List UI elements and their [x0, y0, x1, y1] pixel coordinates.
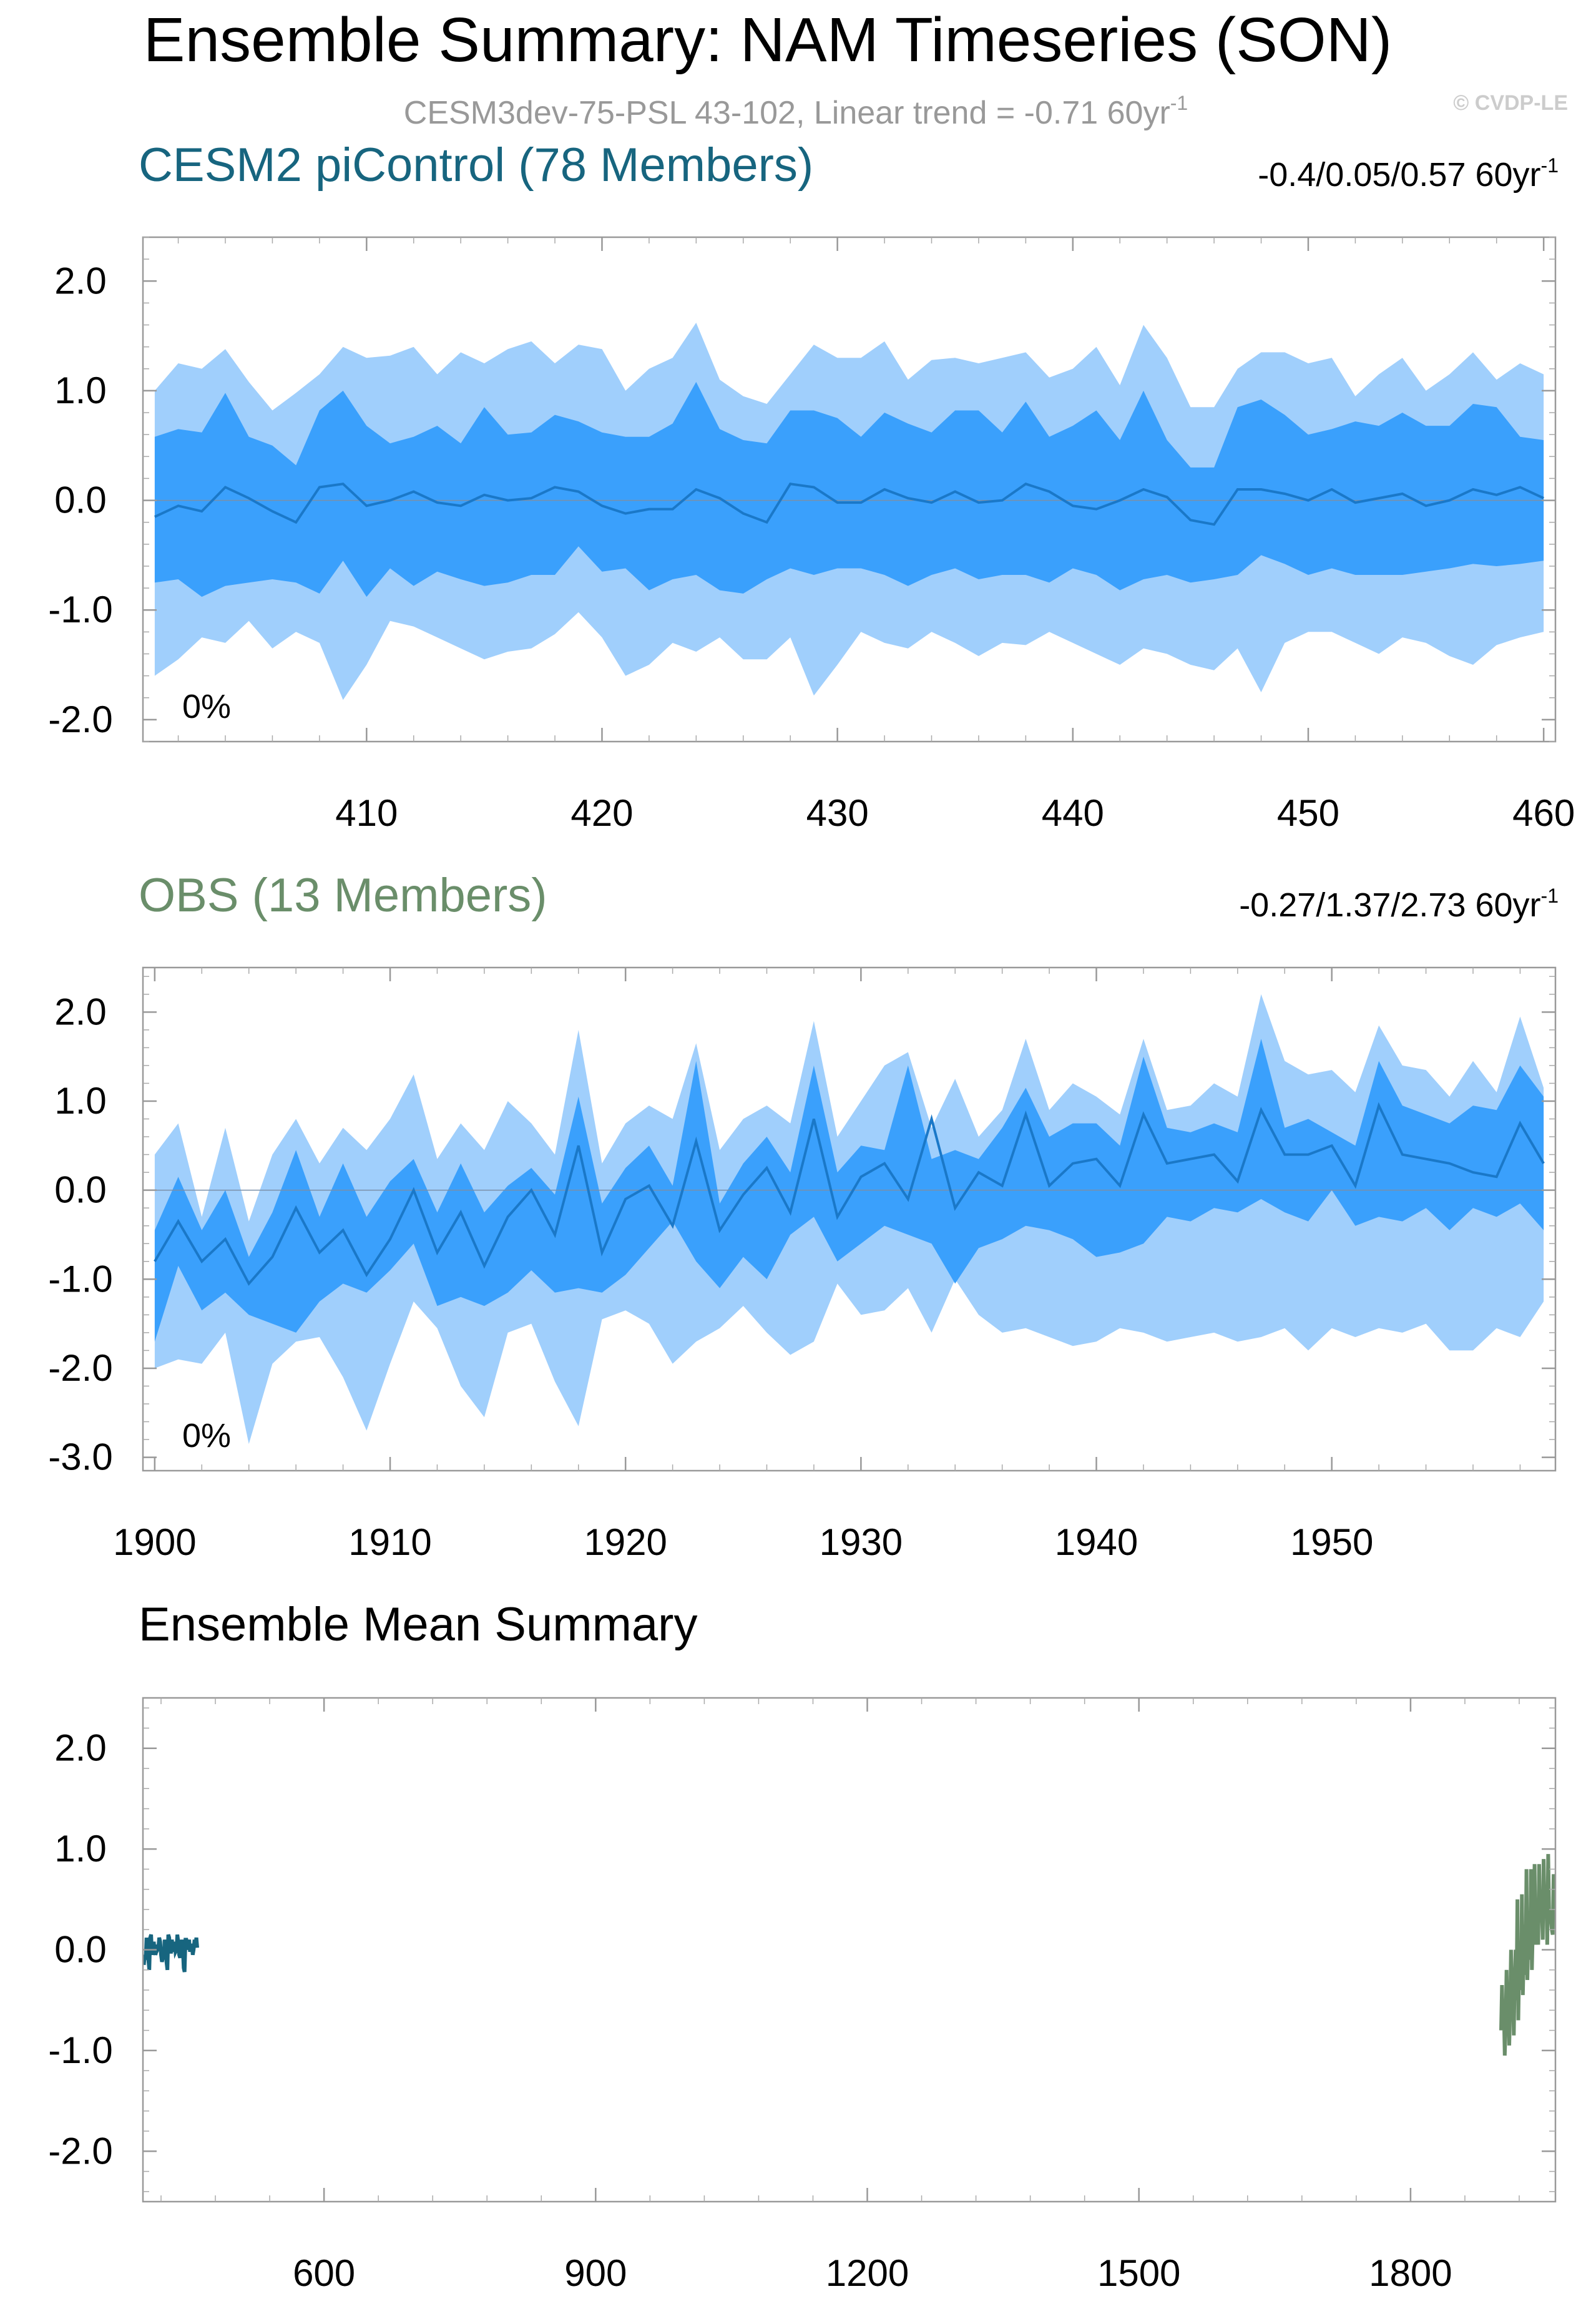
- obs-ytick-label: -3.0: [48, 1436, 112, 1478]
- picontrol-ytick-label: -2.0: [48, 699, 112, 740]
- ensemble-mean-ytick-label: 2.0: [54, 1727, 106, 1769]
- obs-xtick-label: 1920: [584, 1521, 667, 1563]
- picontrol-panel: 2.0 1.0 0.0 -1.0 -2.0 410 420 430 440 450 460 CESM2…: [48, 139, 1575, 834]
- obs-xtick-label: 1930: [820, 1521, 903, 1563]
- obs-plot-area: [143, 994, 1555, 1444]
- ensemble-mean-xtick-label: 900: [564, 2252, 627, 2294]
- picontrol-ytick-label: 0.0: [54, 479, 106, 521]
- obs-ytick-label: -2.0: [48, 1347, 112, 1389]
- obs-ytick-label: -1.0: [48, 1258, 112, 1300]
- picontrol-xtick-label: 440: [1042, 792, 1104, 834]
- picontrol-xtick-label: 450: [1277, 792, 1339, 834]
- picontrol-xtick-label: 410: [335, 792, 398, 834]
- ensemble-mean-panel: 2.0 1.0 0.0 -1.0 -2.0 600 900 1200 1500 1800 Ensem…: [48, 1598, 1557, 2294]
- ensemble-mean-ytick-label: 0.0: [54, 1929, 106, 1971]
- obs-trend-label: -0.27/1.37/2.73 60yr-1: [1239, 885, 1559, 924]
- picontrol-trend-text: -0.4/0.05/0.57 60yr: [1258, 156, 1540, 194]
- picontrol-inner-band: [154, 381, 1544, 597]
- picontrol-xtick-label: 420: [570, 792, 633, 834]
- obs-xtick-label: 1900: [113, 1521, 196, 1563]
- ensemble-mean-ytick-label: 1.0: [54, 1828, 106, 1870]
- main-title: Ensemble Summary: NAM Timeseries (SON): [144, 5, 1392, 75]
- subtitle-text: CESM3dev-75-PSL 43-102, Linear trend = -…: [404, 95, 1170, 131]
- obs-panel: 2.0 1.0 0.0 -1.0 -2.0 -3.0 1900 1910 1920 1930 194…: [48, 869, 1559, 1563]
- picontrol-xtick-label: 430: [806, 792, 869, 834]
- watermark: © CVDP-LE: [1453, 91, 1568, 115]
- picontrol-annotation: 0%: [182, 688, 231, 725]
- picontrol-title: CESM2 piControl (78 Members): [139, 139, 813, 192]
- obs-mean-line: [154, 1102, 1545, 1286]
- obs-ytick-label: 1.0: [54, 1080, 106, 1122]
- ensemble-mean-frame: [142, 1697, 1557, 2203]
- ensemble-mean-xtick-label: 1200: [826, 2252, 909, 2294]
- obs-xtick-label: 1940: [1055, 1521, 1138, 1563]
- picontrol-xtick-label: 460: [1512, 792, 1575, 834]
- picontrol-plot-area: [143, 323, 1555, 700]
- obs-xtick-label: 1910: [348, 1521, 431, 1563]
- picontrol-ytick-label: 1.0: [54, 370, 106, 411]
- ensemble-mean-series-1: [1499, 1854, 1555, 2056]
- subtitle-superscript: -1: [1170, 92, 1188, 114]
- ensemble-mean-xtick-label: 1500: [1097, 2252, 1180, 2294]
- obs-ytick-label: 2.0: [54, 991, 106, 1032]
- picontrol-ytick-label: -1.0: [48, 589, 112, 630]
- picontrol-mean-line: [154, 482, 1544, 526]
- ensemble-mean-ytick-label: -2.0: [48, 2130, 112, 2172]
- picontrol-trend-sup: -1: [1541, 154, 1559, 177]
- obs-title: OBS (13 Members): [139, 869, 547, 922]
- obs-trend-sup: -1: [1541, 885, 1559, 907]
- picontrol-trend-label: -0.4/0.05/0.57 60yr-1: [1258, 154, 1559, 194]
- ensemble-mean-plot-area: [143, 1854, 1555, 2056]
- obs-frame: [142, 966, 1557, 1472]
- obs-trend-text: -0.27/1.37/2.73 60yr: [1239, 886, 1540, 924]
- obs-annotation: 0%: [182, 1417, 231, 1454]
- ensemble-mean-ytick-label: -1.0: [48, 2029, 112, 2071]
- ensemble-mean-title: Ensemble Mean Summary: [139, 1598, 697, 1651]
- obs-xtick-label: 1950: [1290, 1521, 1373, 1563]
- ensemble-mean-xtick-label: 1800: [1369, 2252, 1452, 2294]
- ensemble-mean-series-0: [143, 1934, 199, 1973]
- subtitle: CESM3dev-75-PSL 43-102, Linear trend = -…: [404, 92, 1188, 131]
- ensemble-mean-xtick-label: 600: [293, 2252, 355, 2294]
- picontrol-ytick-label: 2.0: [54, 260, 106, 302]
- obs-ytick-label: 0.0: [54, 1169, 106, 1211]
- picontrol-frame: [142, 236, 1557, 743]
